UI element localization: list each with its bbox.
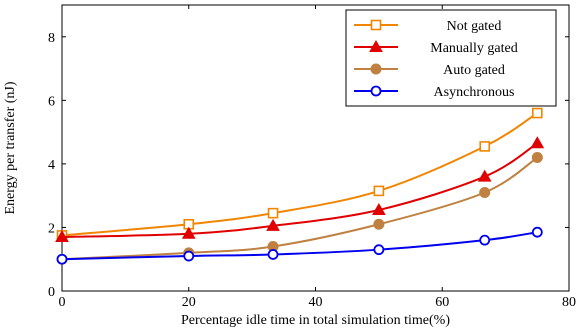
series-line [61,142,538,238]
data-point [532,107,543,119]
x-tick-label: 20 [182,295,196,310]
data-point [530,136,545,149]
series-1 [56,107,543,241]
y-tick-label: 0 [48,285,55,300]
legend-label: Auto gated [443,63,505,78]
data-point [267,249,279,260]
series-4 [56,226,543,265]
y-tick-label: 8 [48,31,55,46]
data-point [183,250,195,262]
data-point [373,185,385,197]
data-point [477,169,492,182]
data-point [181,226,196,239]
series-line [61,112,538,237]
data-point [531,152,543,164]
data-point [55,229,69,242]
x-axis-title: Percentage idle time in total simulation… [181,313,450,328]
data-point [479,141,491,152]
data-point [56,253,68,265]
legend-swatch-marker [370,19,382,31]
data-point [373,218,385,230]
y-tick-label: 4 [48,158,55,173]
legend-label: Manually gated [430,41,517,56]
series-2 [55,136,545,242]
x-tick-label: 40 [309,295,323,310]
legend-entry: Manually gated [354,39,518,56]
legend-swatch-marker [369,39,383,52]
y-tick-label: 6 [48,94,55,109]
legend-swatch-marker [370,85,382,97]
data-point [372,202,386,215]
data-point [479,186,491,198]
legend-label: Not gated [447,19,502,34]
data-point [373,244,385,256]
y-axis-title: Energy per transfer (nJ) [3,81,18,214]
x-tick-label: 0 [59,295,66,310]
legend-entry: Auto gated [354,63,505,78]
legend-swatch-marker [370,63,382,75]
legend-label: Asynchronous [434,85,515,100]
x-tick-label: 60 [435,295,449,310]
legend-entry: Not gated [354,19,501,34]
data-point [267,207,279,219]
data-point [266,218,280,231]
data-point [479,234,491,246]
legend-entry: Asynchronous [354,85,514,100]
y-tick-label: 2 [48,221,55,236]
data-point [531,226,543,238]
x-tick-label: 80 [562,295,576,310]
